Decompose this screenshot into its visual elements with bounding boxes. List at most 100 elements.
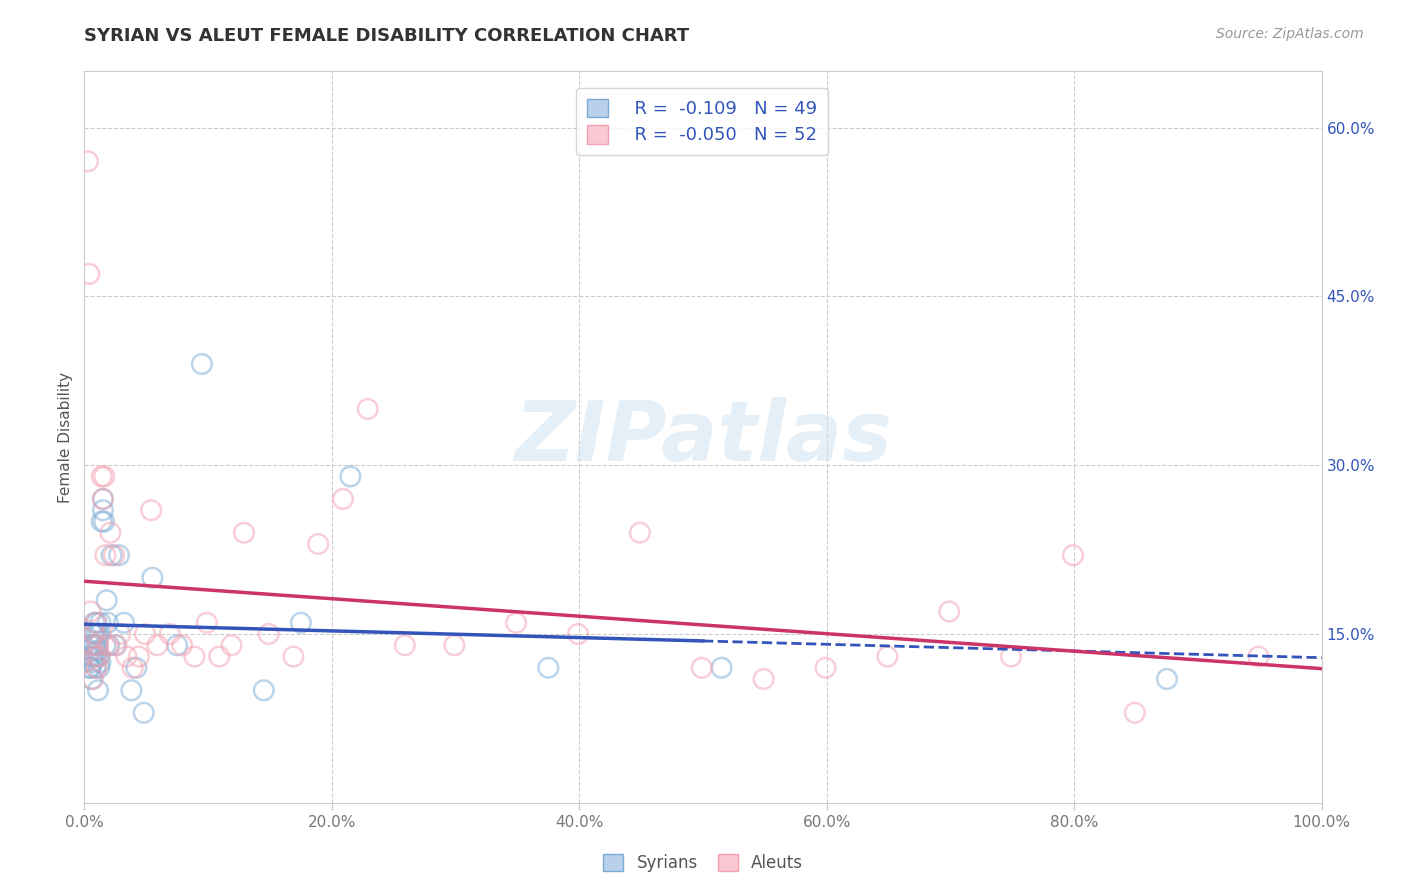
Point: [120, 683, 142, 698]
Point: [208, 649, 231, 664]
Point: [87, 638, 110, 652]
Point: [83, 627, 105, 641]
Point: [1062, 548, 1084, 562]
Point: [183, 649, 205, 664]
Point: [79, 638, 101, 652]
Point: [93, 469, 115, 483]
Point: [332, 491, 354, 506]
Point: [90, 515, 112, 529]
Point: [814, 661, 837, 675]
Point: [84, 661, 107, 675]
Point: [628, 525, 651, 540]
Point: [752, 672, 775, 686]
Point: [82, 627, 104, 641]
Point: [79, 267, 101, 281]
Point: [97, 615, 120, 630]
Point: [82, 655, 104, 669]
Point: [1247, 649, 1270, 664]
Point: [80, 672, 103, 686]
Point: [100, 548, 122, 562]
Point: [84, 615, 107, 630]
Point: [90, 469, 112, 483]
Point: [94, 548, 117, 562]
Point: [96, 593, 118, 607]
Point: [79, 661, 101, 675]
Point: [1123, 706, 1146, 720]
Point: [128, 649, 150, 664]
Point: [690, 661, 713, 675]
Point: [83, 649, 105, 664]
Point: [134, 627, 156, 641]
Point: [290, 615, 312, 630]
Point: [505, 615, 527, 630]
Point: [257, 627, 280, 641]
Point: [94, 638, 117, 652]
Point: [86, 627, 108, 641]
Point: [79, 605, 101, 619]
Point: [876, 649, 898, 664]
Point: [79, 661, 101, 675]
Point: [86, 644, 108, 658]
Point: [339, 469, 361, 483]
Text: ZIPatlas: ZIPatlas: [515, 397, 891, 477]
Point: [307, 537, 329, 551]
Point: [283, 649, 305, 664]
Point: [86, 615, 108, 630]
Point: [89, 649, 111, 664]
Point: [98, 638, 121, 652]
Point: [1156, 672, 1178, 686]
Point: [87, 683, 110, 698]
Point: [125, 661, 148, 675]
Y-axis label: Female Disability: Female Disability: [58, 371, 73, 503]
Point: [108, 548, 131, 562]
Point: [110, 627, 132, 641]
Point: [938, 605, 960, 619]
Point: [84, 638, 107, 652]
Point: [1000, 649, 1022, 664]
Point: [89, 615, 111, 630]
Point: [394, 638, 416, 652]
Point: [159, 627, 181, 641]
Point: [86, 649, 108, 664]
Point: [91, 491, 114, 506]
Point: [141, 571, 163, 585]
Text: SYRIAN VS ALEUT FEMALE DISABILITY CORRELATION CHART: SYRIAN VS ALEUT FEMALE DISABILITY CORREL…: [84, 27, 689, 45]
Point: [710, 661, 733, 675]
Text: Source: ZipAtlas.com: Source: ZipAtlas.com: [1216, 27, 1364, 41]
Point: [89, 655, 111, 669]
Point: [537, 661, 560, 675]
Point: [112, 615, 135, 630]
Point: [77, 154, 100, 169]
Point: [87, 638, 110, 652]
Point: [80, 649, 103, 664]
Point: [82, 672, 104, 686]
Point: [172, 638, 194, 652]
Point: [91, 491, 114, 506]
Point: [195, 615, 218, 630]
Point: [98, 525, 121, 540]
Point: [567, 627, 589, 641]
Point: [80, 638, 103, 652]
Point: [233, 525, 256, 540]
Point: [141, 503, 163, 517]
Legend: Syrians, Aleuts: Syrians, Aleuts: [596, 847, 810, 879]
Point: [121, 661, 143, 675]
Point: [443, 638, 465, 652]
Point: [97, 638, 120, 652]
Point: [89, 649, 111, 664]
Point: [357, 401, 380, 416]
Point: [132, 706, 155, 720]
Point: [253, 683, 276, 698]
Point: [89, 627, 111, 641]
Point: [91, 503, 114, 517]
Point: [191, 357, 214, 371]
Point: [104, 638, 127, 652]
Point: [83, 627, 105, 641]
Point: [86, 661, 108, 675]
Point: [89, 661, 111, 675]
Point: [105, 638, 128, 652]
Point: [115, 649, 138, 664]
Point: [103, 548, 125, 562]
Point: [77, 649, 100, 664]
Point: [84, 649, 107, 664]
